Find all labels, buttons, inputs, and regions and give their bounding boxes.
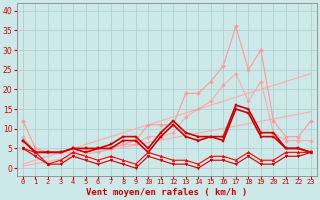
X-axis label: Vent moyen/en rafales ( km/h ): Vent moyen/en rafales ( km/h )	[86, 188, 248, 197]
